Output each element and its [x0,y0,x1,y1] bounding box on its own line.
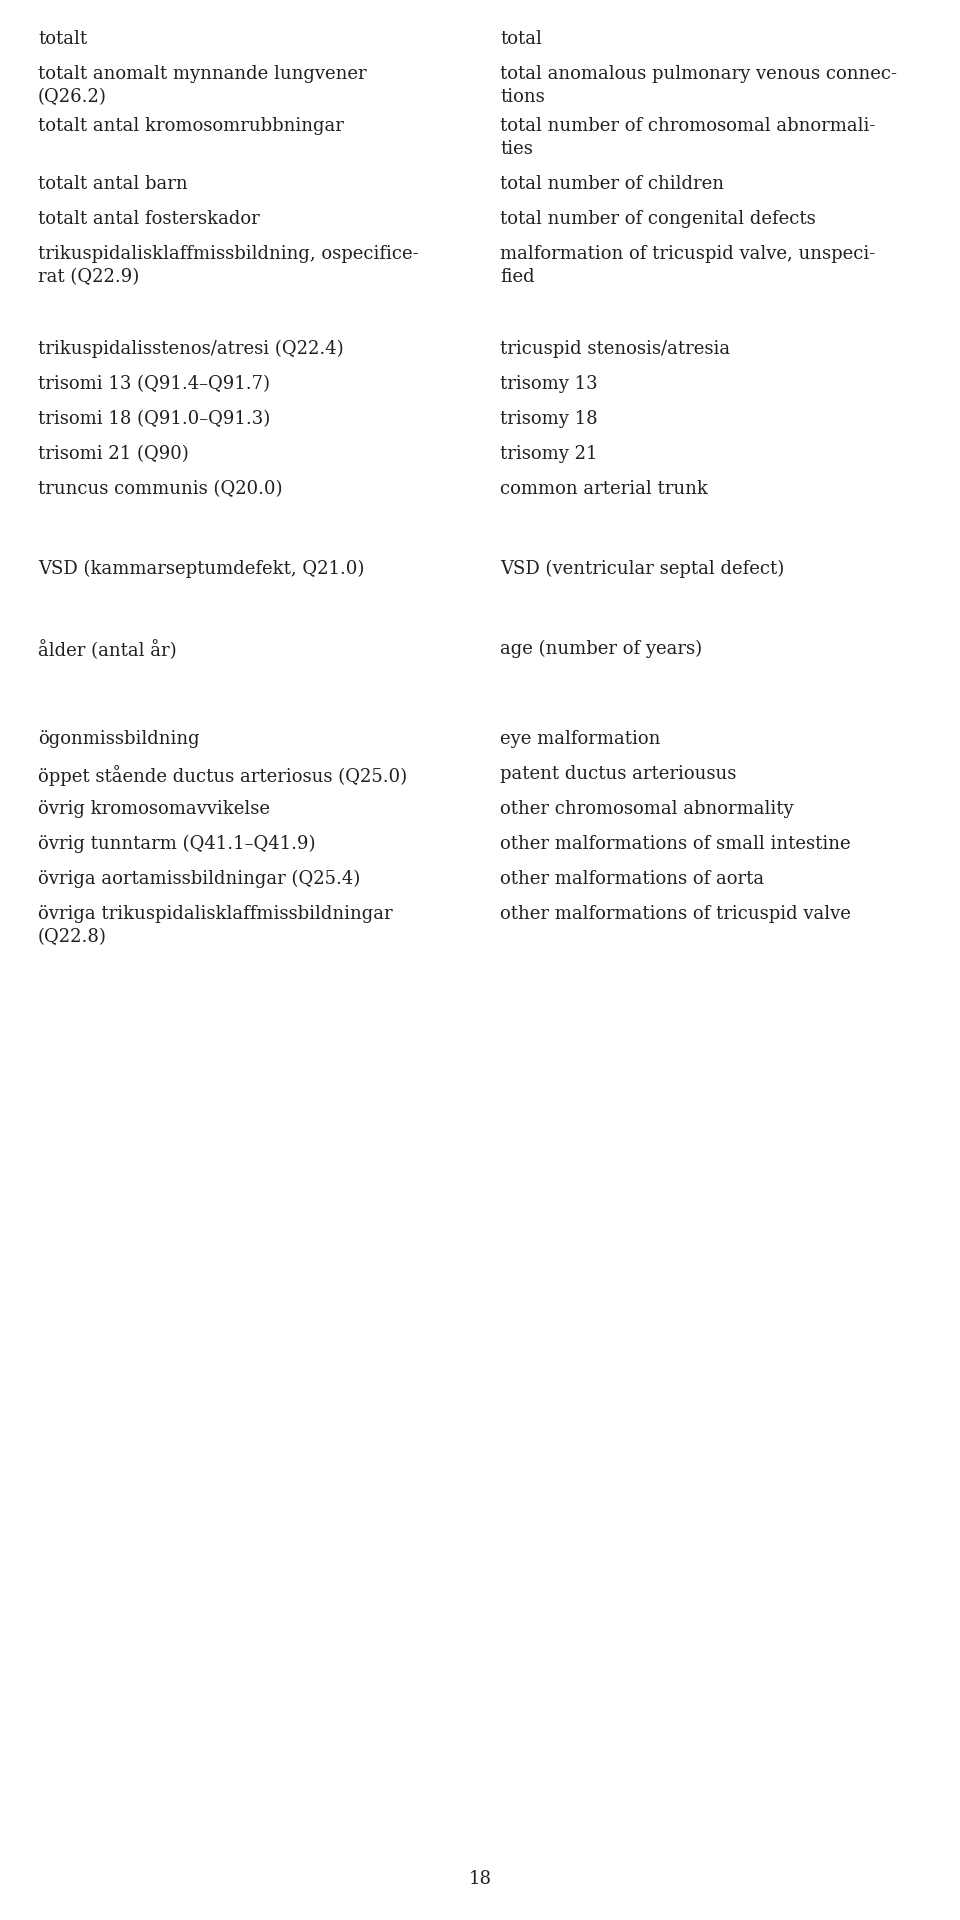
Text: total number of chromosomal abnormali-
ties: total number of chromosomal abnormali- t… [500,117,876,157]
Text: ögonmissbildning: ögonmissbildning [38,730,200,749]
Text: other malformations of small intestine: other malformations of small intestine [500,835,851,852]
Text: totalt antal fosterskador: totalt antal fosterskador [38,209,260,228]
Text: other malformations of aorta: other malformations of aorta [500,870,764,887]
Text: total: total [500,31,541,48]
Text: trisomy 21: trisomy 21 [500,445,597,463]
Text: totalt anomalt mynnande lungvener
(Q26.2): totalt anomalt mynnande lungvener (Q26.2… [38,65,367,106]
Text: total number of congenital defects: total number of congenital defects [500,209,816,228]
Text: trisomi 21 (Q90): trisomi 21 (Q90) [38,445,189,463]
Text: tricuspid stenosis/atresia: tricuspid stenosis/atresia [500,340,731,357]
Text: ålder (antal år): ålder (antal år) [38,639,177,660]
Text: trisomi 18 (Q91.0–Q91.3): trisomi 18 (Q91.0–Q91.3) [38,411,271,428]
Text: total anomalous pulmonary venous connec-
tions: total anomalous pulmonary venous connec-… [500,65,897,106]
Text: eye malformation: eye malformation [500,730,660,749]
Text: totalt antal kromosomrubbningar: totalt antal kromosomrubbningar [38,117,344,134]
Text: truncus communis (Q20.0): truncus communis (Q20.0) [38,480,282,497]
Text: öppet stående ductus arteriosus (Q25.0): öppet stående ductus arteriosus (Q25.0) [38,764,407,785]
Text: patent ductus arteriousus: patent ductus arteriousus [500,764,736,783]
Text: other malformations of tricuspid valve: other malformations of tricuspid valve [500,904,851,924]
Text: other chromosomal abnormality: other chromosomal abnormality [500,801,794,818]
Text: övriga trikuspidalisklaffmissbildningar
(Q22.8): övriga trikuspidalisklaffmissbildningar … [38,904,393,947]
Text: övrig tunntarm (Q41.1–Q41.9): övrig tunntarm (Q41.1–Q41.9) [38,835,316,852]
Text: common arterial trunk: common arterial trunk [500,480,708,497]
Text: trisomi 13 (Q91.4–Q91.7): trisomi 13 (Q91.4–Q91.7) [38,374,270,394]
Text: trikuspidalisklaffmissbildning, ospecifice-
rat (Q22.9): trikuspidalisklaffmissbildning, ospecifi… [38,246,419,286]
Text: trikuspidalisstenos/atresi (Q22.4): trikuspidalisstenos/atresi (Q22.4) [38,340,344,359]
Text: VSD (ventricular septal defect): VSD (ventricular septal defect) [500,561,784,578]
Text: totalt antal barn: totalt antal barn [38,175,187,194]
Text: malformation of tricuspid valve, unspeci-
fied: malformation of tricuspid valve, unspeci… [500,246,876,286]
Text: 18: 18 [468,1870,492,1887]
Text: övrig kromosomavvikelse: övrig kromosomavvikelse [38,801,270,818]
Text: trisomy 13: trisomy 13 [500,374,598,394]
Text: age (number of years): age (number of years) [500,639,702,659]
Text: trisomy 18: trisomy 18 [500,411,598,428]
Text: övriga aortamissbildningar (Q25.4): övriga aortamissbildningar (Q25.4) [38,870,360,889]
Text: VSD (kammarseptumdefekt, Q21.0): VSD (kammarseptumdefekt, Q21.0) [38,561,365,578]
Text: total number of children: total number of children [500,175,724,194]
Text: totalt: totalt [38,31,87,48]
